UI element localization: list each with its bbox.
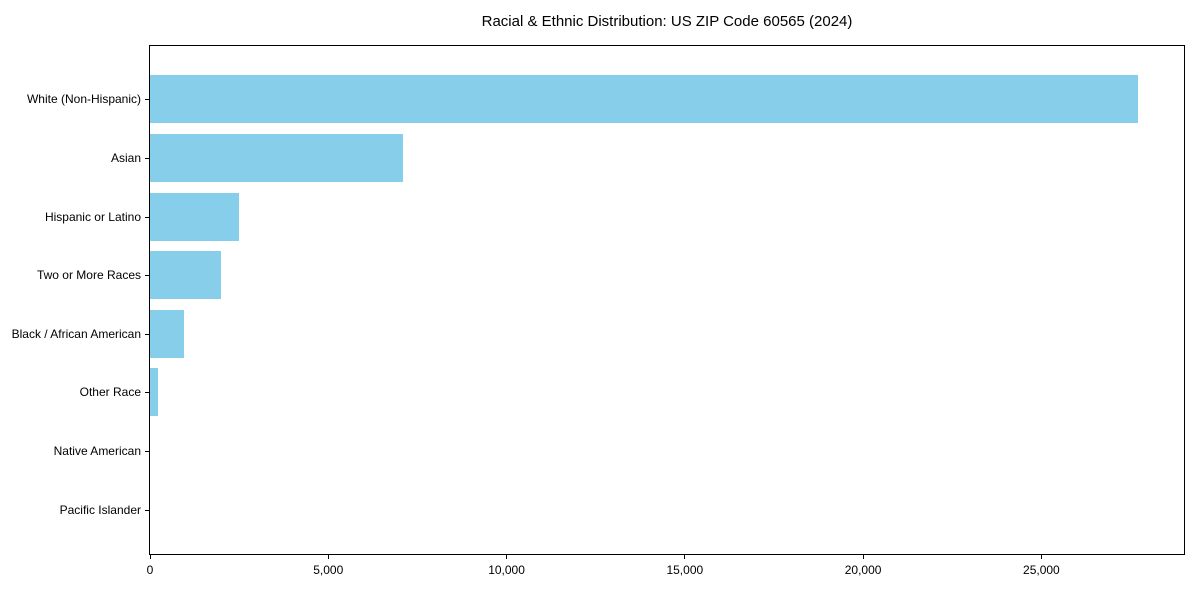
- y-axis-tick: [145, 157, 150, 159]
- y-axis-label-hispanic-or-latino: Hispanic or Latino: [44, 209, 141, 224]
- y-axis-tick: [145, 392, 150, 394]
- bar-white-non-hispanic: [150, 75, 1138, 124]
- y-axis-label-white-non-hispanic: White (Non-Hispanic): [26, 92, 141, 107]
- y-axis-tick: [145, 333, 150, 335]
- y-axis-label-two-or-more-races: Two or More Races: [36, 268, 141, 283]
- x-axis-tick: [506, 554, 508, 559]
- y-axis-tick: [145, 99, 150, 101]
- bar-two-or-more-races: [150, 251, 222, 300]
- y-axis-tick: [145, 275, 150, 277]
- bar-hispanic-or-latino: [150, 192, 240, 241]
- y-axis-label-asian: Asian: [110, 150, 141, 165]
- x-axis-tick-label: 20,000: [844, 563, 882, 577]
- plot-area: White (Non-Hispanic) Asian Hispanic or Lat…: [12, 45, 1185, 577]
- x-axis-tick: [327, 554, 329, 559]
- chart-title: Racial & Ethnic Distribution: US ZIP Cod…: [481, 13, 853, 30]
- x-axis-tick: [684, 554, 686, 559]
- x-axis-tick-label: 25,000: [1023, 563, 1060, 577]
- y-axis-tick: [145, 451, 150, 453]
- x-axis-tick: [1040, 554, 1042, 559]
- x-axis-tick-label: 5,000: [313, 563, 344, 577]
- y-axis-label-other-race: Other Race: [79, 385, 141, 400]
- y-axis-tick: [145, 509, 150, 511]
- x-axis-tick: [862, 554, 864, 559]
- x-axis-tick-label: 10,000: [488, 563, 525, 577]
- y-axis-label-native-american: Native American: [53, 444, 141, 459]
- x-axis-tick-label: 15,000: [666, 563, 704, 577]
- bar-other-race: [150, 368, 159, 417]
- bar-asian: [150, 133, 404, 182]
- y-axis-tick: [145, 216, 150, 218]
- y-axis-label-black-african-american: Black / African American: [11, 326, 141, 341]
- x-axis-tick: [149, 554, 151, 559]
- x-axis-tick-label: 0: [146, 563, 154, 577]
- y-axis-label-pacific-islander: Pacific Islander: [59, 502, 141, 517]
- bar-black-african-american: [150, 309, 184, 358]
